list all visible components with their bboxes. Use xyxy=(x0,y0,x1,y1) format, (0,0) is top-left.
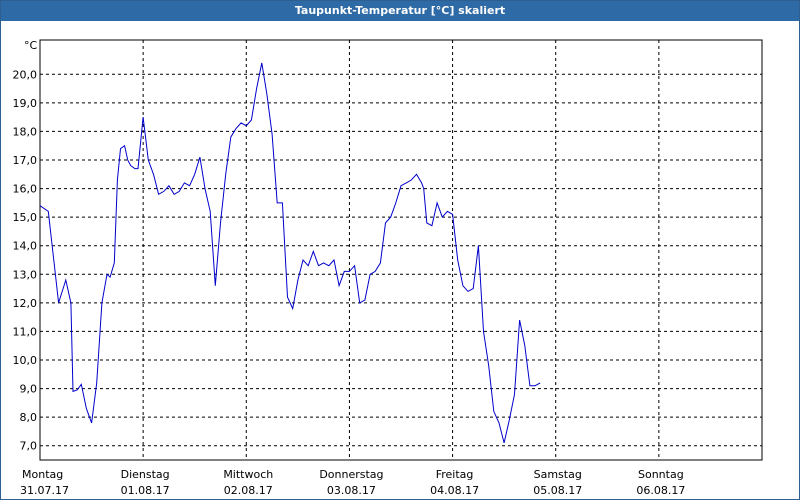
y-axis-unit: °C xyxy=(24,39,38,52)
gridlines xyxy=(40,40,762,460)
x-tick-day: Sonntag xyxy=(638,468,684,481)
x-tick-day: Donnerstag xyxy=(319,468,383,481)
y-tick-label: 12,0 xyxy=(13,297,38,310)
x-tick-day: Samstag xyxy=(534,468,582,481)
y-tick-label: 18,0 xyxy=(13,125,38,138)
y-tick-label: 19,0 xyxy=(13,97,38,110)
chart-title: Taupunkt-Temperatur [°C] skaliert xyxy=(1,1,799,21)
y-tick-label: 14,0 xyxy=(13,240,38,253)
x-tick-date: 31.07.17 xyxy=(20,484,69,497)
x-tick-day: Mittwoch xyxy=(223,468,273,481)
y-tick-label: 8,0 xyxy=(20,411,38,424)
y-tick-label: 16,0 xyxy=(13,183,38,196)
y-tick-label: 13,0 xyxy=(13,268,38,281)
x-axis-ticks: Montag 31.07.17 Dienstag 01.08.17 Mittwoch 02… xyxy=(20,468,685,497)
series-line xyxy=(39,62,541,444)
y-tick-label: 11,0 xyxy=(13,325,38,338)
x-tick: Montag 31.07.17 xyxy=(20,468,69,497)
y-tick-label: 7,0 xyxy=(20,440,38,453)
x-tick-date: 02.08.17 xyxy=(224,484,273,497)
x-tick-day: Freitag xyxy=(436,468,474,481)
plot-area xyxy=(39,39,763,461)
y-tick-label: 9,0 xyxy=(20,383,38,396)
y-tick-label: 15,0 xyxy=(13,211,38,224)
x-tick: Mittwoch 02.08.17 xyxy=(223,468,273,497)
x-tick: Donnerstag 03.08.17 xyxy=(319,468,383,497)
x-tick-date: 01.08.17 xyxy=(121,484,170,497)
x-tick-date: 04.08.17 xyxy=(430,484,479,497)
y-tick-label: 17,0 xyxy=(13,154,38,167)
x-tick: Sonntag 06.08.17 xyxy=(636,468,685,497)
y-tick-label: 20,0 xyxy=(13,68,38,81)
y-axis-ticks: 20,0 19,0 18,0 17,0 16,0 15,0 14,0 13,0 12,0 11,0… xyxy=(13,68,38,452)
x-tick-date: 06.08.17 xyxy=(636,484,685,497)
x-tick: Samstag 05.08.17 xyxy=(533,468,582,497)
y-tick-label: 10,0 xyxy=(13,354,38,367)
x-tick-day: Montag xyxy=(22,468,63,481)
x-tick-day: Dienstag xyxy=(121,468,170,481)
x-tick: Dienstag 01.08.17 xyxy=(121,468,170,497)
x-tick: Freitag 04.08.17 xyxy=(430,468,479,497)
x-tick-date: 05.08.17 xyxy=(533,484,582,497)
x-tick-date: 03.08.17 xyxy=(327,484,376,497)
